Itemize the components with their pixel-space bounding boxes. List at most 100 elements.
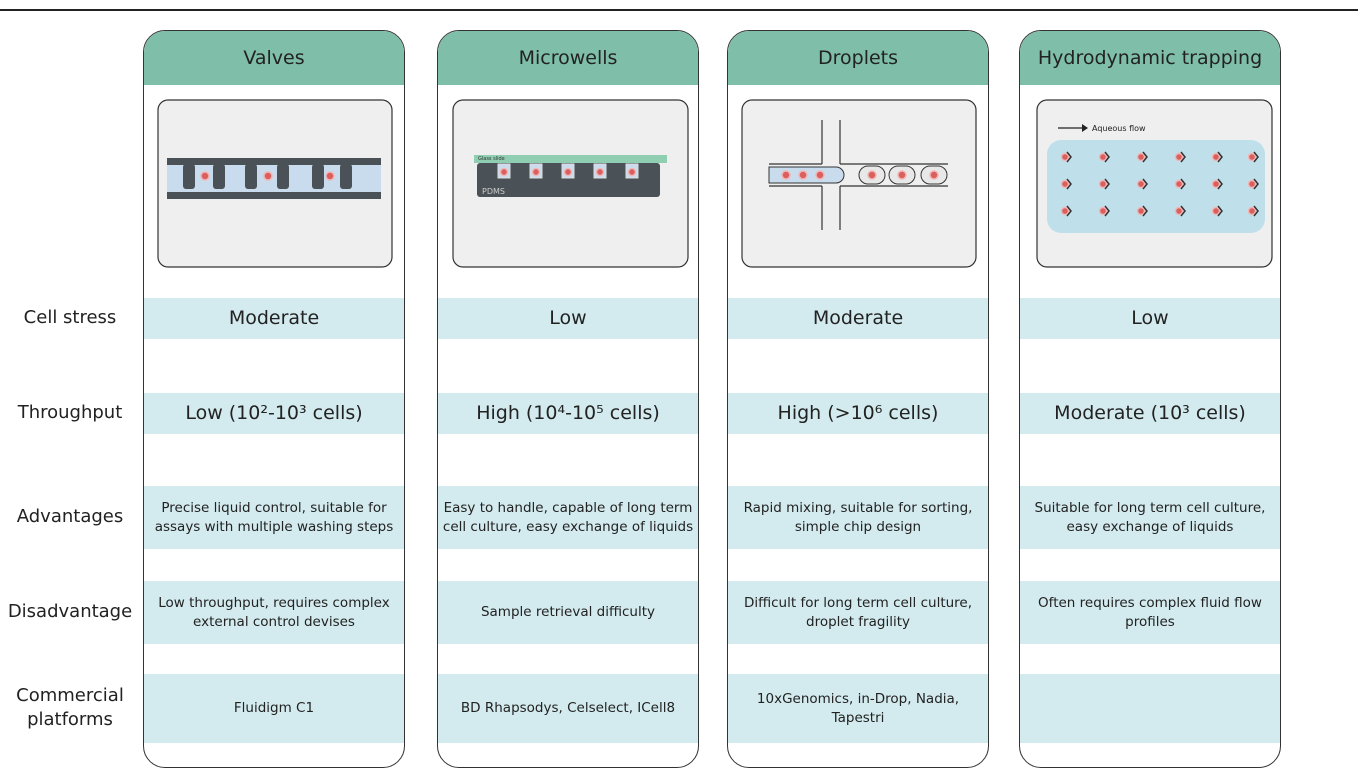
label: Aqueous flow (1092, 124, 1146, 133)
cell (781, 170, 791, 180)
row-cell: Easy to handle, capable of long term cel… (438, 486, 698, 549)
cell (815, 170, 825, 180)
cell (1060, 179, 1070, 189)
row-cell: Low (10²-10³ cells) (144, 393, 404, 434)
layer (167, 158, 381, 165)
cell (798, 170, 808, 180)
valve (245, 164, 257, 189)
row-label: Commercial platforms (16, 684, 124, 730)
trap (1066, 151, 1072, 163)
cell (1136, 179, 1146, 189)
column: Valves Moderate Low (10²-10³ cells) Precise… (143, 30, 405, 768)
cell (1098, 152, 1108, 162)
column: Microwells Low High (10⁴-10⁵ cells) Easy to… (437, 30, 699, 768)
row-cell: Fluidigm C1 (144, 674, 404, 743)
cell (531, 167, 541, 177)
trap (1253, 151, 1259, 163)
trap (1217, 151, 1223, 163)
cell (627, 167, 637, 177)
valve (312, 164, 324, 189)
cell (1098, 206, 1108, 216)
cell (1247, 152, 1257, 162)
cell (867, 170, 877, 180)
trap (1180, 151, 1186, 163)
valve (277, 164, 289, 189)
row-cell: Often requires complex fluid flow profil… (1020, 581, 1280, 644)
cell (929, 170, 939, 180)
row-label: Cell stress (23, 306, 117, 328)
row-cell: Moderate (144, 298, 404, 339)
column-header: Hydrodynamic trapping (1020, 31, 1280, 85)
cell (263, 171, 273, 181)
row-cell: Sample retrieval difficulty (438, 581, 698, 644)
trap (1142, 151, 1148, 163)
row-label: Throughput (17, 401, 123, 423)
cell (1174, 152, 1184, 162)
row-cell (1020, 674, 1280, 743)
trap (1066, 178, 1072, 190)
cell (1211, 179, 1221, 189)
cell (325, 171, 335, 181)
valve (340, 164, 352, 189)
column-header: Microwells (438, 31, 698, 85)
column: Hydrodynamic trapping Low Moderate (10³ ce… (1019, 30, 1281, 768)
cell (897, 170, 907, 180)
trap (1104, 205, 1110, 217)
column: Droplets Moderate High (>10⁶ cells) Rapid m… (727, 30, 989, 768)
row-cell: Moderate (728, 298, 988, 339)
row-cell: Difficult for long term cell culture, dr… (728, 581, 988, 644)
trap (1180, 205, 1186, 217)
trap (1104, 178, 1110, 190)
cell (1247, 206, 1257, 216)
row-cell: High (>10⁶ cells) (728, 393, 988, 434)
label: Glass slide (478, 156, 505, 162)
image-frame (741, 99, 977, 268)
cell (1136, 206, 1146, 216)
column-header: Valves (144, 31, 404, 85)
flow-chamber (1047, 140, 1265, 233)
row-cell: Low throughput, requires complex externa… (144, 581, 404, 644)
row-cell: Low (438, 298, 698, 339)
row-label: Disadvantage (7, 600, 133, 622)
pdms (477, 163, 660, 197)
trap (1217, 178, 1223, 190)
trap (1142, 205, 1148, 217)
row-cell: BD Rhapsodys, Celselect, ICell8 (438, 674, 698, 743)
cell (499, 167, 509, 177)
trap (1104, 151, 1110, 163)
trap (1253, 178, 1259, 190)
row-cell: Low (1020, 298, 1280, 339)
cell (563, 167, 573, 177)
row-cell: High (10⁴-10⁵ cells) (438, 393, 698, 434)
label: PDMS (482, 187, 505, 196)
row-cell: Rapid mixing, suitable for sorting, simp… (728, 486, 988, 549)
row-label: Advantages (16, 505, 124, 527)
trap (1253, 205, 1259, 217)
trap (1217, 205, 1223, 217)
column-header: Droplets (728, 31, 988, 85)
row-cell: Suitable for long term cell culture, eas… (1020, 486, 1280, 549)
cell (1174, 206, 1184, 216)
cell (1211, 152, 1221, 162)
layer (167, 192, 381, 199)
valve (183, 164, 195, 189)
cell (1060, 206, 1070, 216)
trap (1142, 178, 1148, 190)
cell (1247, 179, 1257, 189)
valve (213, 164, 225, 189)
cell (1098, 179, 1108, 189)
arrowhead (1082, 124, 1088, 132)
trap (1180, 178, 1186, 190)
cell (595, 167, 605, 177)
trap (1066, 205, 1072, 217)
row-cell: 10xGenomics, in-Drop, Nadia, Tapestri (728, 674, 988, 743)
cell (1174, 179, 1184, 189)
glass (474, 155, 667, 163)
cell (1136, 152, 1146, 162)
cell (1211, 206, 1221, 216)
row-cell: Precise liquid control, suitable for ass… (144, 486, 404, 549)
cell (200, 171, 210, 181)
cell (1060, 152, 1070, 162)
